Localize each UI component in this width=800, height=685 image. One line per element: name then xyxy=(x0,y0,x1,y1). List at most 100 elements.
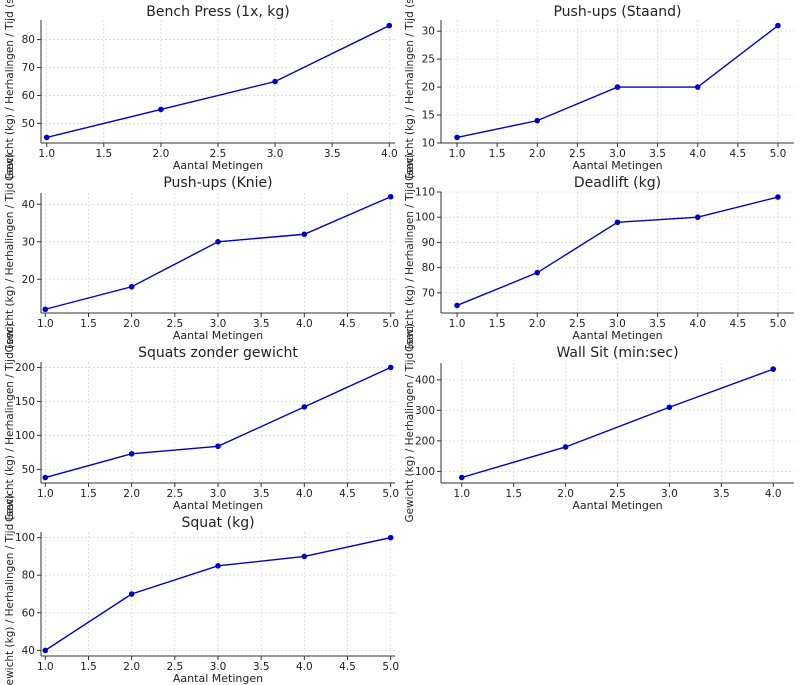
y-tick-label: 300 xyxy=(415,405,435,417)
x-tick-label: 2.5 xyxy=(609,488,626,500)
y-tick-label: 400 xyxy=(415,374,435,386)
x-tick-label: 2.5 xyxy=(166,661,183,673)
x-tick-label: 1.5 xyxy=(95,148,112,160)
x-tick-label: 2.5 xyxy=(166,488,183,500)
y-tick-label: 200 xyxy=(415,435,435,447)
x-axis-label: Aantal Metingen xyxy=(173,672,263,685)
data-point xyxy=(387,534,394,541)
x-tick-label: 3.0 xyxy=(210,661,227,673)
y-tick-label: 100 xyxy=(15,430,35,442)
x-tick-label: 3.5 xyxy=(253,318,270,330)
x-tick-label: 2.5 xyxy=(569,148,586,160)
x-tick-label: 3.0 xyxy=(210,318,227,330)
data-point xyxy=(454,302,460,309)
data-point xyxy=(42,474,49,481)
x-tick-label: 4.0 xyxy=(381,148,398,160)
subplot-1: 1.0 1.5 2.0 2.5 3.0 3.5 4.0 50 60 70 80 Bench Press… xyxy=(4,0,398,181)
data-point xyxy=(215,563,221,569)
data-point xyxy=(128,450,135,457)
x-axis-label: Aantal Metingen xyxy=(572,159,662,172)
y-tick-label: 20 xyxy=(422,82,435,94)
x-tick-label: 4.5 xyxy=(729,148,746,160)
subplot-3: 1.0 1.5 2.0 2.5 3.0 3.5 4.0 4.5 5.0 20 30 40 Push-up… xyxy=(4,153,399,352)
x-tick-label: 2.0 xyxy=(123,318,140,330)
y-tick-label: 200 xyxy=(15,362,35,374)
x-tick-label: 1.0 xyxy=(37,488,54,500)
data-point xyxy=(694,84,701,90)
data-point xyxy=(43,134,50,141)
y-axis-label: Gewicht (kg) / Herhalingen / Tijd (sec) xyxy=(4,0,16,181)
y-tick-label: 80 xyxy=(22,570,35,582)
series-line xyxy=(46,24,390,139)
x-tick-label: 1.5 xyxy=(80,661,97,673)
data-point xyxy=(42,647,49,654)
x-tick-label: 1.0 xyxy=(37,318,54,330)
x-tick-label: 3.5 xyxy=(324,148,341,160)
x-tick-label: 5.0 xyxy=(382,488,399,500)
x-tick-label: 3.5 xyxy=(253,661,270,673)
y-tick-label: 100 xyxy=(415,466,435,478)
x-tick-label: 1.0 xyxy=(37,661,54,673)
data-point xyxy=(386,22,393,29)
x-tick-label: 3.5 xyxy=(713,488,730,500)
y-tick-label: 15 xyxy=(422,110,435,122)
y-tick-label: 25 xyxy=(422,54,435,66)
x-tick-label: 4.5 xyxy=(339,318,356,330)
chart-title: Wall Sit (min:sec) xyxy=(556,345,678,361)
data-point xyxy=(666,404,673,411)
x-tick-label: 1.5 xyxy=(80,488,97,500)
y-axis-label: Gewicht (kg) / Herhalingen / Tijd (sec) xyxy=(404,323,416,522)
x-tick-label: 5.0 xyxy=(770,318,787,330)
x-axis-label: Aantal Metingen xyxy=(572,499,662,512)
y-tick-label: 90 xyxy=(422,237,435,249)
subplot-2: 1.0 1.5 2.0 2.5 3.0 3.5 4.0 4.5 5.0 10 15 20 25 30 Pus… xyxy=(404,0,794,181)
chart-title: Squat (kg) xyxy=(181,515,254,531)
subplot-5: 1.0 1.5 2.0 2.5 3.0 3.5 4.0 4.5 5.0 50 100 150 200 Sq… xyxy=(4,323,399,522)
x-tick-label: 4.5 xyxy=(339,661,356,673)
x-tick-label: 1.0 xyxy=(449,318,466,330)
x-tick-label: 1.5 xyxy=(80,318,97,330)
x-tick-label: 4.0 xyxy=(296,488,313,500)
subplot-6: 1.0 1.5 2.0 2.5 3.0 3.5 4.0 100 200 300 400 Wall Si… xyxy=(404,323,794,523)
x-tick-label: 1.0 xyxy=(449,148,466,160)
x-axis-label: Aantal Metingen xyxy=(173,499,263,512)
y-tick-label: 50 xyxy=(22,464,35,476)
y-axis-label: Gewicht (kg) / Herhalingen / Tijd (sec) xyxy=(4,323,16,522)
x-tick-label: 2.5 xyxy=(569,318,586,330)
x-tick-label: 2.5 xyxy=(166,318,183,330)
data-point xyxy=(458,474,465,481)
data-point xyxy=(775,194,781,200)
y-tick-label: 60 xyxy=(22,90,35,102)
x-tick-label: 3.0 xyxy=(609,318,626,330)
y-tick-label: 110 xyxy=(415,187,435,199)
data-point xyxy=(614,84,621,90)
y-tick-label: 80 xyxy=(22,34,35,46)
x-tick-label: 4.0 xyxy=(689,148,706,160)
chart-title: Push-ups (Staand) xyxy=(553,4,681,20)
y-tick-label: 50 xyxy=(22,118,35,130)
data-point xyxy=(562,444,569,450)
x-tick-label: 5.0 xyxy=(382,318,399,330)
data-point xyxy=(42,306,49,313)
x-axis-label: Aantal Metingen xyxy=(572,329,662,342)
y-tick-label: 40 xyxy=(22,645,35,657)
x-tick-label: 4.5 xyxy=(339,488,356,500)
x-tick-label: 3.5 xyxy=(253,488,270,500)
subplot-7: 1.0 1.5 2.0 2.5 3.0 3.5 4.0 4.5 5.0 40 60 80 100 Squa… xyxy=(4,494,399,685)
x-tick-label: 5.0 xyxy=(382,661,399,673)
x-tick-label: 3.5 xyxy=(649,148,666,160)
y-tick-label: 30 xyxy=(422,26,435,38)
y-axis-label: Gewicht (kg) / Herhalingen / Tijd (sec) xyxy=(404,153,416,352)
data-point xyxy=(387,193,394,200)
subplot-4: 1.0 1.5 2.0 2.5 3.0 3.5 4.0 4.5 5.0 70 80 90 100 110 D… xyxy=(404,153,794,352)
x-tick-label: 4.0 xyxy=(296,318,313,330)
data-point xyxy=(775,22,781,29)
chart-title: Deadlift (kg) xyxy=(574,175,661,191)
data-point xyxy=(301,231,308,238)
data-point xyxy=(534,269,541,276)
y-tick-label: 70 xyxy=(22,62,35,74)
data-point xyxy=(387,364,394,371)
x-tick-label: 4.5 xyxy=(729,318,746,330)
y-axis-label: Gewicht (kg) / Herhalingen / Tijd (sec) xyxy=(4,494,16,685)
